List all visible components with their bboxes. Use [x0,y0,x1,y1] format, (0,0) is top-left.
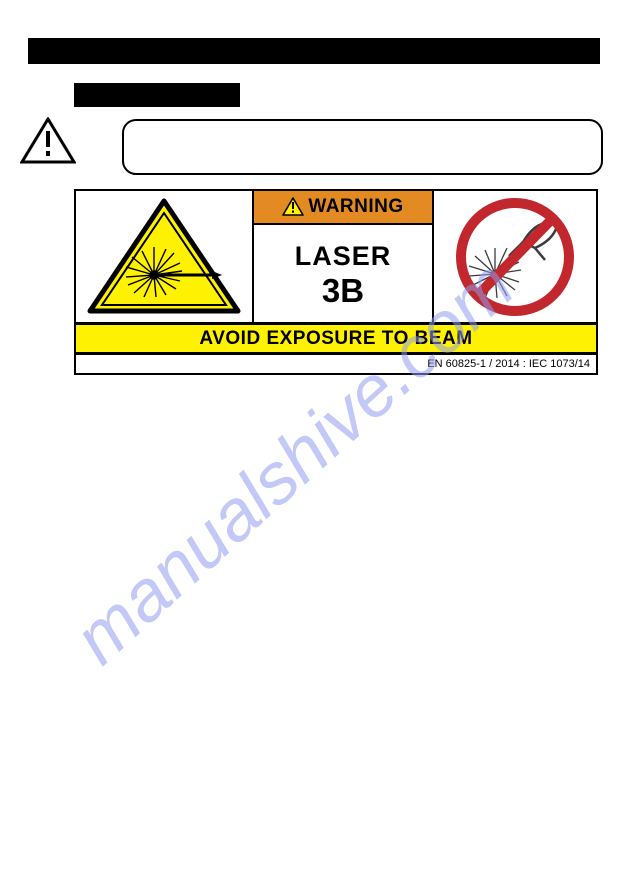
avoid-exposure-text: AVOID EXPOSURE TO BEAM [199,328,472,350]
laser-classification: LASER 3B [254,225,432,322]
sub-black-bar [74,83,240,107]
laser-hazard-triangle-icon [84,195,244,319]
warning-header: WARNING [254,191,432,225]
no-magnifier-icon [445,194,585,320]
prohibition-panel [434,191,596,322]
warning-header-text: WARNING [308,196,403,218]
avoid-exposure-bar: AVOID EXPOSURE TO BEAM [76,325,596,355]
warning-small-triangle-icon [282,197,304,217]
laser-warning-label: WARNING LASER 3B [74,189,600,375]
laser-line-2: 3B [322,274,364,307]
standard-reference-bar: EN 60825-1 / 2014 : IEC 1073/14 [76,355,596,373]
caution-triangle-icon [20,117,76,165]
top-black-bar [28,38,600,64]
warning-text-panel: WARNING LASER 3B [254,191,434,322]
laser-line-1: LASER [295,241,392,272]
hazard-triangle-panel [76,191,254,322]
caution-row [26,119,603,175]
standard-reference-text: EN 60825-1 / 2014 : IEC 1073/14 [427,358,590,370]
note-box [122,119,603,175]
page: WARNING LASER 3B [0,0,629,893]
